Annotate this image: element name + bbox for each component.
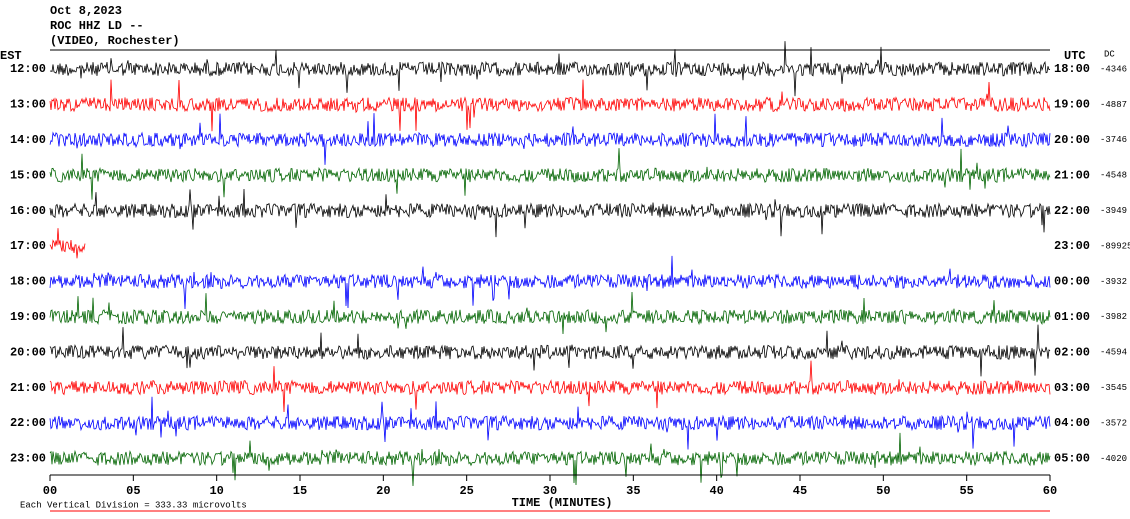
title-line: (VIDEO, Rochester) (50, 34, 180, 48)
est-tick-label: 12:00 (10, 62, 46, 76)
dc-value: -3746 (1100, 135, 1127, 145)
utc-tick-label: 00:00 (1054, 275, 1090, 289)
dc-value: -3982 (1100, 312, 1127, 322)
x-tick-label: 45 (793, 484, 807, 498)
dc-value: -8992551 (1100, 241, 1130, 251)
x-tick-label: 05 (126, 484, 140, 498)
dc-label: DC (1104, 49, 1115, 59)
utc-tick-label: 03:00 (1054, 381, 1090, 395)
dc-value: -3932 (1100, 277, 1127, 287)
dc-value: -4594 (1100, 348, 1127, 358)
utc-tick-label: 20:00 (1054, 133, 1090, 147)
x-tick-label: 25 (459, 484, 473, 498)
dc-value: -4887 (1100, 100, 1127, 110)
x-tick-label: 40 (709, 484, 723, 498)
trace (49, 148, 1051, 200)
utc-tick-label: 22:00 (1054, 204, 1090, 218)
title-line: Oct 8,2023 (50, 4, 122, 18)
x-tick-label: 20 (376, 484, 390, 498)
x-tick-label: 35 (626, 484, 640, 498)
utc-tick-label: 21:00 (1054, 168, 1090, 182)
dc-value: -3949 (1100, 206, 1127, 216)
utc-tick-label: 02:00 (1054, 345, 1090, 359)
utc-label: UTC (1064, 49, 1086, 63)
trace (49, 396, 1051, 450)
x-axis-label: TIME (MINUTES) (512, 496, 613, 510)
est-tick-label: 17:00 (10, 239, 46, 253)
dc-value: -4020 (1100, 454, 1127, 464)
utc-tick-label: 19:00 (1054, 98, 1090, 112)
dc-value: -4548 (1100, 171, 1127, 181)
trace (49, 432, 1051, 487)
utc-tick-label: 18:00 (1054, 62, 1090, 76)
trace (49, 79, 1051, 132)
x-tick-label: 00 (43, 484, 57, 498)
title-line: ROC HHZ LD -- (50, 19, 144, 33)
est-tick-label: 20:00 (10, 345, 46, 359)
trace (49, 228, 86, 259)
est-tick-label: 15:00 (10, 168, 46, 182)
footer: Each Vertical Division = 333.33 microvol… (20, 500, 247, 510)
trace (49, 291, 1051, 335)
trace (49, 255, 1051, 310)
est-tick-label: 13:00 (10, 98, 46, 112)
est-tick-label: 21:00 (10, 381, 46, 395)
dc-value: -3572 (1100, 418, 1127, 428)
dc-value: -3545 (1100, 383, 1127, 393)
dc-value: -4346 (1100, 64, 1127, 74)
trace (49, 41, 1051, 97)
utc-tick-label: 04:00 (1054, 416, 1090, 430)
x-tick-label: 50 (876, 484, 890, 498)
x-tick-label: 30 (543, 484, 557, 498)
est-tick-label: 19:00 (10, 310, 46, 324)
est-tick-label: 14:00 (10, 133, 46, 147)
x-tick-label: 55 (959, 484, 973, 498)
utc-tick-label: 23:00 (1054, 239, 1090, 253)
trace (49, 188, 1051, 238)
x-tick-label: 60 (1043, 484, 1057, 498)
x-tick-label: 15 (293, 484, 307, 498)
utc-tick-label: 05:00 (1054, 452, 1090, 466)
x-tick-label: 10 (209, 484, 223, 498)
trace (49, 324, 1051, 377)
traces (49, 41, 1051, 487)
utc-tick-label: 01:00 (1054, 310, 1090, 324)
est-tick-label: 22:00 (10, 416, 46, 430)
trace (49, 113, 1051, 165)
est-tick-label: 23:00 (10, 452, 46, 466)
est-tick-label: 18:00 (10, 275, 46, 289)
est-tick-label: 16:00 (10, 204, 46, 218)
est-label: EST (0, 49, 22, 63)
trace (49, 360, 1051, 413)
